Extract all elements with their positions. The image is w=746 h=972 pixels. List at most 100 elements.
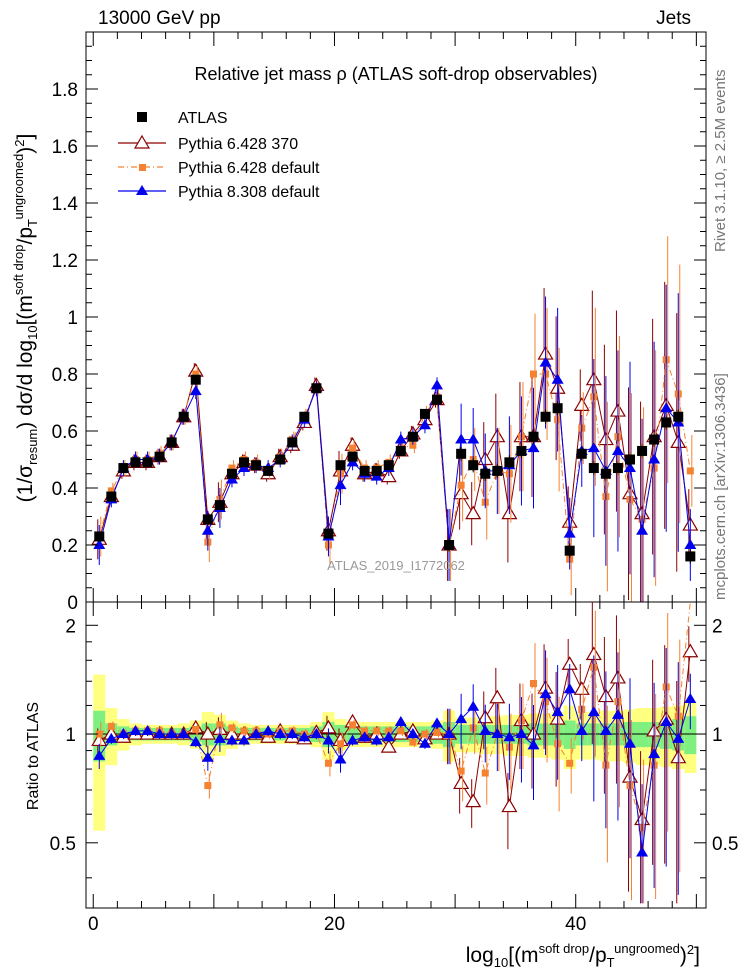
- point-pythia6-default: [349, 444, 357, 452]
- ratio-point-pythia8-default: [274, 728, 287, 739]
- point-atlas: [118, 463, 129, 474]
- point-atlas: [468, 460, 479, 471]
- point-atlas: [504, 457, 515, 468]
- ratio-point-pythia6-370: [489, 689, 506, 704]
- ratio-point-pythia6-default: [361, 727, 369, 735]
- ratio-point-pythia8-default: [527, 739, 540, 750]
- point-atlas: [299, 411, 310, 422]
- series-line-pythia6-default: [98, 359, 691, 560]
- main-y-tick-label: 0: [67, 593, 78, 614]
- main-ylabel: (1/σresum) dσ/d log10[(msoft drop/pTungr…: [11, 134, 40, 503]
- process-label: Jets: [656, 8, 691, 29]
- point-atlas: [130, 457, 141, 468]
- ratio-point-pythia6-default: [457, 767, 465, 775]
- point-pythia6-default: [409, 441, 417, 449]
- ratio-point-pythia8-default: [467, 700, 480, 711]
- main-panel: 0 0.2 0.4 0.6 0.8 1 1.2 1.4 1.6 1.8 Relative jet …: [11, 31, 707, 614]
- ratio-axis-layer: 0.5 0.51 12 20 20 40: [50, 602, 738, 935]
- ratio-point-pythia8-default: [418, 737, 431, 748]
- ratio-point-pythia6-370: [573, 681, 590, 695]
- ratio-point-pythia8-default: [177, 728, 190, 739]
- point-pythia8-default: [648, 453, 661, 464]
- ratio-point-pythia8-default: [238, 734, 251, 745]
- ratio-point-pythia6-default: [324, 759, 332, 767]
- ratio-point-pythia8-default: [262, 724, 275, 735]
- ratio-point-pythia8-default: [298, 731, 311, 742]
- ratio-point-pythia8-default: [660, 715, 673, 726]
- point-pythia8-default: [539, 356, 552, 367]
- legend-entry-pythia8-default: Pythia 8.308 default: [118, 184, 320, 201]
- point-pythia8-default: [636, 524, 649, 535]
- point-pythia8-default: [431, 379, 444, 390]
- point-pythia8-default: [455, 433, 468, 444]
- ratio-point-pythia8-default: [599, 724, 612, 735]
- point-pythia6-default: [457, 481, 465, 489]
- point-atlas: [287, 437, 298, 448]
- point-atlas: [190, 374, 201, 385]
- main-y-tick-label: 1: [67, 308, 78, 329]
- legend-entry-atlas: ATLAS: [137, 110, 228, 127]
- point-pythia8-default: [563, 527, 576, 538]
- legend-label-atlas: ATLAS: [178, 110, 228, 127]
- uncertainty-band-inner: [563, 720, 576, 749]
- ratio-point-pythia6-default: [228, 724, 236, 732]
- legend-marker-atlas: [137, 112, 147, 122]
- point-atlas: [311, 383, 322, 394]
- legend-marker-pythia6-370: [133, 134, 151, 149]
- ratio-point-pythia6-default: [337, 740, 345, 748]
- ratio-point-pythia8-default: [406, 728, 419, 739]
- ratio-point-pythia6-default: [433, 728, 441, 736]
- ratio-point-pythia8-default: [310, 728, 323, 739]
- point-atlas: [178, 411, 189, 422]
- point-atlas: [335, 460, 346, 471]
- point-atlas: [263, 465, 274, 476]
- point-atlas: [516, 445, 527, 456]
- main-y-tick-label: 1.2: [52, 251, 78, 272]
- ratio-point-pythia8-default: [129, 724, 142, 735]
- ratio-point-pythia6-default: [421, 730, 429, 738]
- ratio-point-pythia6-370: [501, 798, 518, 813]
- point-atlas: [251, 460, 262, 471]
- point-atlas: [685, 551, 696, 562]
- ratio-point-pythia6-default: [481, 769, 489, 777]
- point-atlas: [444, 540, 455, 550]
- point-pythia8-default: [527, 442, 540, 453]
- main-y-tick-label: 0.2: [52, 536, 78, 557]
- point-atlas: [588, 463, 599, 474]
- point-atlas: [432, 394, 443, 405]
- ratio-point-pythia6-default: [240, 727, 248, 735]
- point-pythia8-default: [660, 402, 673, 413]
- ratio-point-pythia8-default: [624, 737, 637, 748]
- x-tick-label: 20: [324, 914, 345, 935]
- point-atlas: [142, 457, 153, 468]
- ratio-ylabel: Ratio to ATLAS: [25, 702, 42, 810]
- point-pythia6-370: [453, 485, 470, 500]
- ratio-panel: 0.5 0.51 12 20 20 40 Ratio to ATLAS: [25, 601, 738, 935]
- point-atlas: [383, 460, 394, 471]
- ratio-point-pythia8-default: [286, 728, 299, 739]
- point-pythia8-default: [467, 433, 480, 444]
- ratio-point-pythia8-default: [515, 728, 528, 739]
- point-atlas: [347, 451, 358, 462]
- point-atlas: [576, 448, 587, 459]
- point-pythia8-default: [611, 444, 624, 455]
- x-axis-label: log10[(msoft drop/pTungroomed)2]: [466, 941, 700, 970]
- ratio-point-pythia8-default: [370, 734, 383, 745]
- point-pythia8-default: [93, 539, 106, 549]
- point-atlas: [612, 463, 623, 474]
- ratio-point-pythia8-default: [672, 732, 685, 743]
- ratio-point-pythia6-default: [385, 727, 393, 735]
- ratio-point-pythia8-default: [93, 749, 106, 760]
- ratio-point-pythia8-default: [563, 683, 576, 694]
- ratio-point-pythia8-default: [322, 734, 335, 745]
- analysis-watermark: ATLAS_2019_I1772062: [327, 558, 465, 573]
- point-atlas: [154, 451, 165, 462]
- point-atlas: [540, 411, 551, 422]
- point-atlas: [480, 468, 491, 479]
- ratio-point-pythia8-default: [443, 728, 456, 739]
- point-pythia6-default: [192, 370, 200, 378]
- series-line-pythia6-370: [98, 353, 691, 546]
- ratio-point-pythia8-default: [491, 728, 504, 739]
- point-atlas: [528, 431, 539, 442]
- ratio-point-pythia8-default: [575, 724, 588, 735]
